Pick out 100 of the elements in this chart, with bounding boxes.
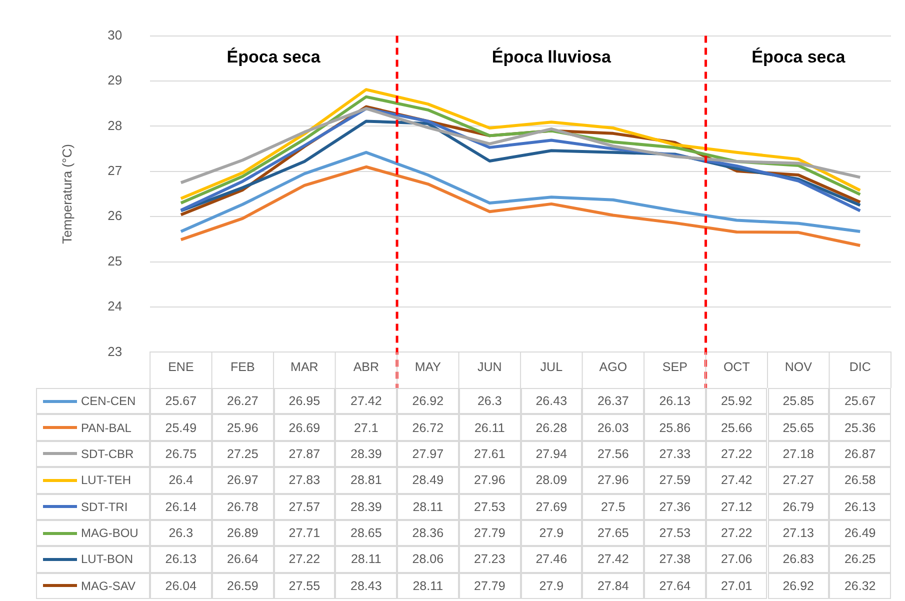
data-label: 26.3 bbox=[458, 388, 521, 414]
data-label: 25.92 bbox=[706, 388, 768, 414]
y-tick-label: 28 bbox=[108, 118, 122, 133]
data-label: 26.13 bbox=[829, 494, 891, 520]
data-label: 26.03 bbox=[582, 414, 644, 441]
data-label: 28.39 bbox=[335, 440, 398, 468]
data-label: 27.13 bbox=[768, 520, 830, 546]
data-label: 27.94 bbox=[520, 440, 582, 468]
data-label: 27.12 bbox=[706, 494, 768, 520]
data-label: 28.11 bbox=[335, 546, 398, 573]
data-label: 26.37 bbox=[582, 388, 644, 414]
legend-label: SDT-CBR bbox=[81, 446, 134, 461]
data-label: 26.97 bbox=[212, 467, 274, 494]
x-tick-label: MAY bbox=[414, 360, 442, 374]
data-label: 26.4 bbox=[150, 467, 212, 494]
data-label: 26.14 bbox=[150, 494, 212, 520]
data-label: 28.43 bbox=[335, 572, 398, 599]
data-label: 28.65 bbox=[335, 520, 398, 546]
data-label: 27.56 bbox=[582, 440, 644, 468]
data-label: 26.72 bbox=[397, 414, 459, 441]
x-tick-label: OCT bbox=[723, 360, 750, 374]
data-label: 27.36 bbox=[644, 494, 706, 520]
data-label: 26.87 bbox=[829, 440, 891, 468]
data-label: 26.92 bbox=[768, 572, 830, 599]
data-label: 26.43 bbox=[520, 388, 582, 414]
y-axis-title: Temperatura (°C) bbox=[59, 144, 74, 244]
data-label: 27.27 bbox=[768, 467, 830, 494]
data-label: 27.42 bbox=[706, 467, 768, 494]
data-label: 27.53 bbox=[458, 494, 521, 520]
data-label: 26.11 bbox=[458, 414, 521, 441]
data-label: 26.58 bbox=[829, 467, 891, 494]
data-label: 27.33 bbox=[644, 440, 706, 468]
data-label: 25.66 bbox=[706, 414, 768, 441]
data-label: 27.06 bbox=[706, 546, 768, 573]
x-tick-label: JUL bbox=[540, 360, 563, 374]
data-label: 26.78 bbox=[212, 494, 274, 520]
data-label: 26.89 bbox=[212, 520, 274, 546]
data-label: 27.46 bbox=[520, 546, 582, 573]
y-tick-label: 30 bbox=[108, 27, 122, 42]
data-label: 28.11 bbox=[397, 494, 459, 520]
data-label: 26.32 bbox=[829, 572, 891, 599]
data-label: 26.83 bbox=[768, 546, 830, 573]
y-tick-label: 29 bbox=[108, 72, 122, 88]
data-label: 26.13 bbox=[150, 546, 212, 573]
data-label: 26.92 bbox=[397, 388, 459, 414]
y-tick-label: 27 bbox=[108, 162, 122, 178]
data-label: 27.96 bbox=[458, 467, 521, 494]
data-label: 27.69 bbox=[520, 494, 582, 520]
data-label: 27.22 bbox=[274, 546, 336, 573]
x-tick-label: SEP bbox=[662, 360, 688, 374]
data-label: 27.01 bbox=[706, 572, 768, 599]
data-label: 26.04 bbox=[150, 572, 212, 599]
data-label: 27.9 bbox=[520, 572, 582, 599]
data-label: 26.28 bbox=[520, 414, 582, 441]
data-label: 26.69 bbox=[274, 414, 336, 441]
data-label: 27.57 bbox=[274, 494, 336, 520]
data-label: 27.22 bbox=[706, 440, 768, 468]
y-tick-label: 25 bbox=[108, 253, 122, 268]
y-tick-label: 26 bbox=[108, 208, 122, 224]
data-label: 27.64 bbox=[644, 572, 706, 599]
data-label: 27.79 bbox=[458, 520, 521, 546]
data-label: 27.87 bbox=[274, 440, 336, 468]
data-label: 28.49 bbox=[397, 467, 459, 494]
x-tick-label: DIC bbox=[849, 360, 871, 374]
data-label: 25.67 bbox=[150, 388, 212, 414]
data-label: 27.55 bbox=[274, 572, 336, 599]
data-label: 27.42 bbox=[335, 388, 398, 414]
data-label: 26.13 bbox=[644, 388, 706, 414]
data-label: 27.71 bbox=[274, 520, 336, 546]
data-label: 25.49 bbox=[150, 414, 212, 441]
data-label: 25.86 bbox=[644, 414, 706, 441]
y-tick-label: 24 bbox=[108, 298, 122, 314]
x-tick-label: ABR bbox=[353, 360, 380, 374]
data-label: 27.59 bbox=[644, 467, 706, 494]
data-label: 26.75 bbox=[150, 440, 212, 468]
y-tick-label: 23 bbox=[108, 344, 122, 359]
legend-label: LUT-TEH bbox=[81, 473, 132, 488]
data-label: 25.96 bbox=[212, 414, 274, 441]
data-label: 25.65 bbox=[768, 414, 830, 441]
data-label: 27.96 bbox=[582, 467, 644, 494]
x-tick-label: FEB bbox=[230, 360, 255, 374]
data-label: 28.81 bbox=[335, 467, 398, 494]
legend-label: SDT-TRI bbox=[81, 500, 128, 514]
legend-label: MAG-BOU bbox=[81, 526, 138, 540]
data-label: 27.65 bbox=[582, 520, 644, 546]
data-label: 26.95 bbox=[274, 388, 336, 414]
data-label: 27.23 bbox=[458, 546, 521, 573]
data-label: 28.11 bbox=[397, 572, 459, 599]
x-tick-label: AGO bbox=[599, 360, 628, 374]
data-label: 26.64 bbox=[212, 546, 274, 573]
x-tick-label: JUN bbox=[478, 360, 502, 374]
data-label: 28.09 bbox=[520, 467, 582, 494]
data-label: 27.5 bbox=[582, 494, 644, 520]
data-label: 27.79 bbox=[458, 572, 521, 599]
data-label: 27.18 bbox=[768, 440, 830, 468]
data-label: 27.42 bbox=[582, 546, 644, 573]
data-label: 26.59 bbox=[212, 572, 274, 599]
legend-label: PAN-BAL bbox=[81, 420, 132, 435]
data-label: 28.06 bbox=[397, 546, 459, 573]
x-tick-label: NOV bbox=[784, 360, 813, 374]
